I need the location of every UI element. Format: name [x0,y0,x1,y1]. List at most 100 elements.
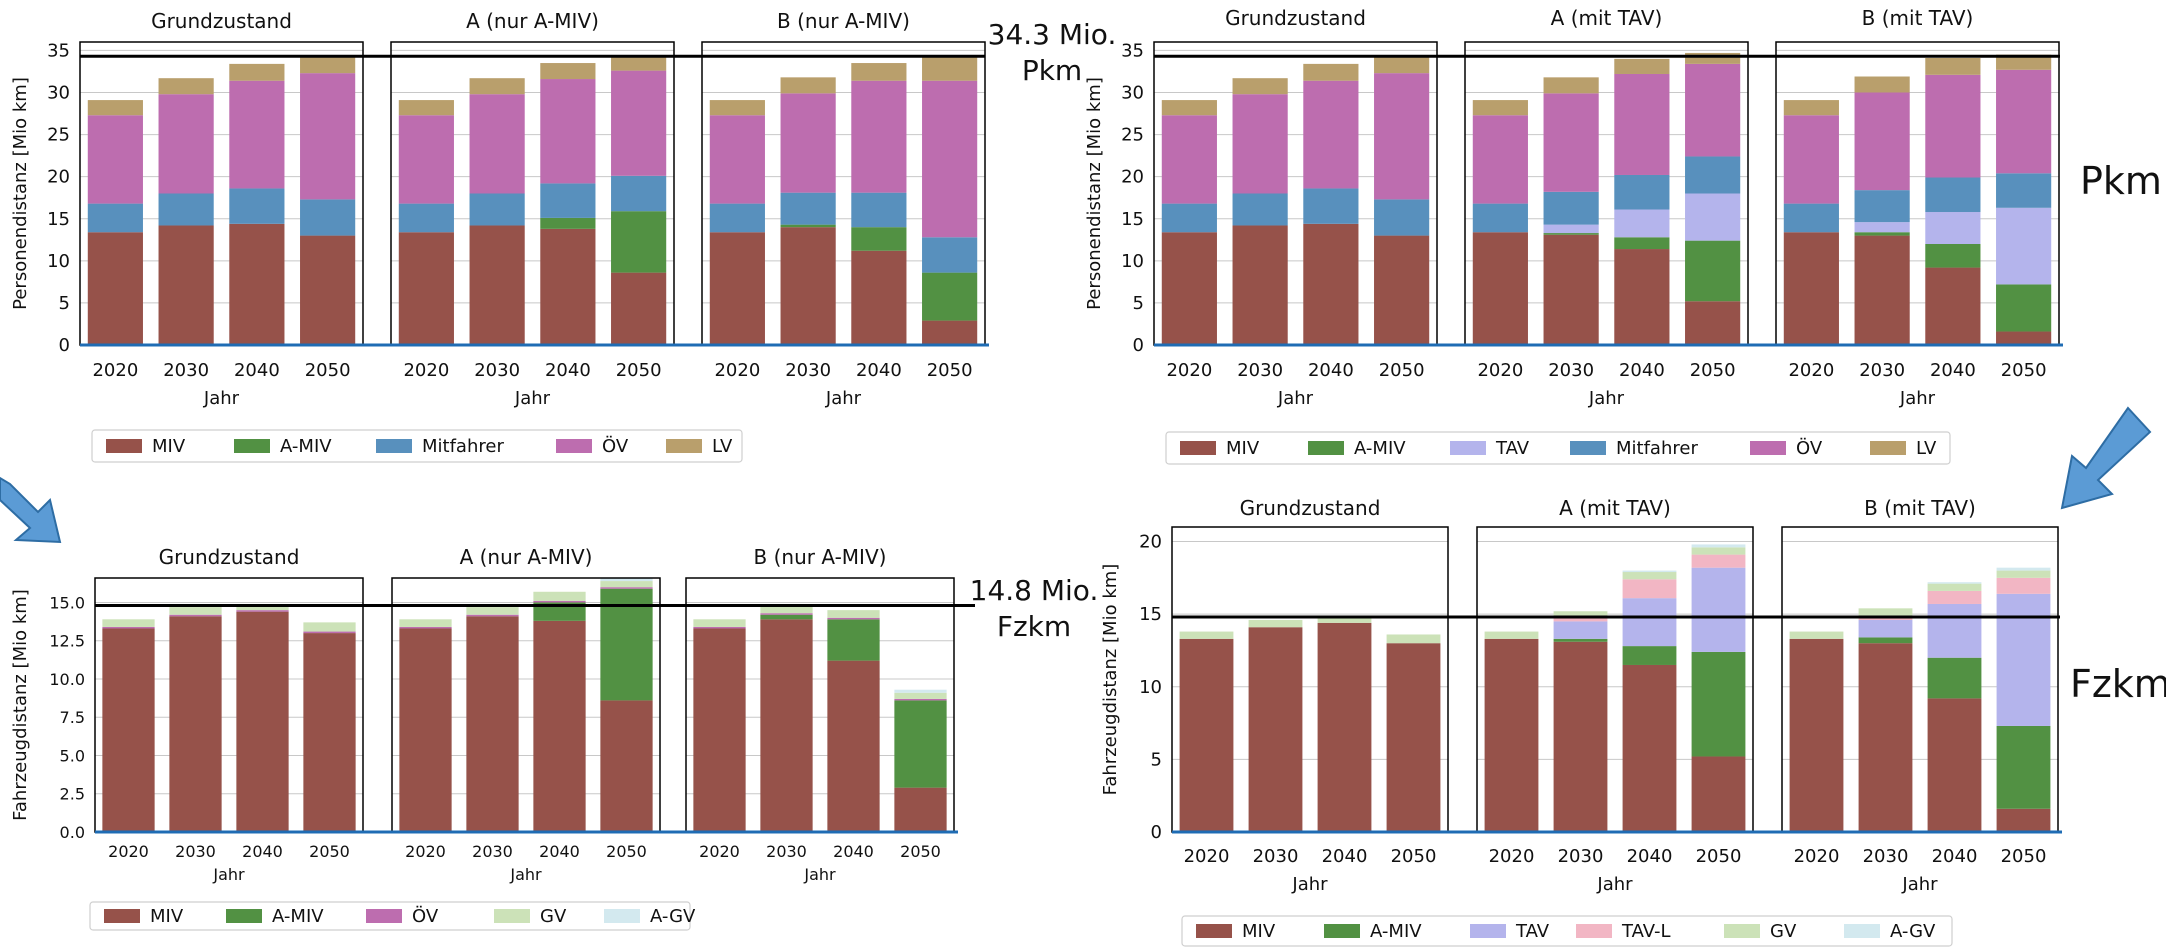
bar-segment [1553,641,1608,832]
bar-segment [1927,698,1982,832]
arrow-down-left-icon [2060,406,2152,510]
bar-segment [1685,193,1741,241]
panel-title: A (mit TAV) [1559,496,1671,520]
x-axis-title: Jahr [1277,388,1314,409]
chart-panel: 2020 2030 2040 2050 B (mit TAV) Jahr [1775,6,2060,409]
bar-segment [1685,63,1741,157]
legend-label: LV [1916,438,1937,459]
x-tick-label: 2050 [309,842,350,861]
bar-segment [1232,193,1288,226]
bar-segment [158,78,214,95]
x-axis-title: Jahr [1291,874,1328,895]
bar-segment [611,55,667,71]
bar-segment [851,80,907,193]
legend-label: TAV-L [1621,921,1671,942]
pkm-reference-label-line2: Pkm [1022,54,1082,87]
y-axis-title: Personendistanz [Mio km] [1084,77,1105,310]
y-tick-label: 0 [59,335,70,356]
bar-segment [1783,232,1839,345]
legend-swatch [106,439,142,453]
x-tick-label: 2030 [1548,360,1594,381]
legend-swatch [556,439,592,453]
legend-label: MIV [1242,921,1276,942]
x-tick-label: 2030 [474,360,520,381]
bar-segment [693,628,746,832]
bar-segment [709,100,765,116]
legend: MIV A-MIV TAV Mitfahrer ÖV LV [1165,431,1951,465]
x-axis-title: Jahr [212,865,245,884]
bar-segment [1374,56,1430,74]
bar-segment [102,619,155,627]
bar-segment [1854,232,1910,236]
bar-segment [466,616,519,832]
x-tick-label: 2020 [403,360,449,381]
legend-frame [1165,431,1951,465]
chart-panel: 2020 2030 2040 2050 Grundzustand Jahr [79,9,364,409]
bar-segment [1553,618,1608,622]
bar-segment [894,700,947,788]
bar-segment [1161,232,1217,345]
legend-swatch [366,909,402,923]
bar-segment [303,631,356,634]
bar-segment [600,581,653,588]
legend-label: GV [540,906,567,927]
bar-segment [827,660,880,832]
bar-segment [1996,570,2051,578]
panel-title: Grundzustand [151,9,292,33]
x-tick-label: 2040 [1932,846,1978,867]
panel-title: A (mit TAV) [1551,6,1663,30]
x-axis-title: Jahr [1596,874,1633,895]
bar-segment [229,223,285,345]
bar-segment [1691,651,1746,757]
bar-segment [1614,174,1670,210]
y-tick-label: 25 [47,125,70,146]
bar-segment [540,79,596,184]
y-tick-label: 5.0 [60,746,85,765]
bar-segment [1553,611,1608,619]
legend-swatch [1308,441,1344,455]
bar-segment [540,217,596,229]
x-tick-label: 2030 [1253,846,1299,867]
y-tick-label: 15 [1139,604,1162,625]
bar-segment [1543,224,1599,234]
bar-segment [780,224,836,228]
bar-segment [466,607,519,615]
bar-segment [1303,223,1359,345]
legend-label: ÖV [1796,437,1823,459]
legend-swatch [226,909,262,923]
x-tick-label: 2030 [1237,360,1283,381]
legend-label: ÖV [412,905,439,927]
y-tick-label: 35 [1121,40,1144,61]
bar-segment [1622,598,1677,647]
x-tick-label: 2030 [1859,360,1905,381]
x-tick-label: 2050 [1391,846,1437,867]
bar-segment [894,692,947,699]
x-axis-title: Jahr [203,388,240,409]
x-tick-label: 2030 [766,842,807,861]
y-tick-label: 7.5 [60,708,85,727]
bar-segment [229,63,285,81]
bar-segment [1854,76,1910,93]
bar-segment [1854,190,1910,223]
legend-swatch [1870,441,1906,455]
bar-segment [1386,643,1441,832]
x-tick-label: 2050 [305,360,351,381]
bar-segment [922,80,978,238]
bar-segment [169,607,222,615]
bar-segment [87,232,143,345]
bar-segment [236,610,289,612]
bar-segment [851,192,907,228]
x-tick-label: 2020 [1184,846,1230,867]
chart-group: Personendistanz [Mio km] 0 5 10 15 20 25 30 35 20… [10,9,989,463]
bar-segment [1783,203,1839,233]
bar-segment [169,616,222,832]
bar-segment [600,587,653,589]
legend-label: MIV [152,436,186,457]
x-tick-label: 2030 [785,360,831,381]
legend-swatch [1576,924,1612,938]
bar-segment [1614,73,1670,175]
bar-segment [1622,570,1677,573]
bar-segment [1614,209,1670,238]
panel-title: Grundzustand [1240,496,1381,520]
bar-segment [1925,212,1981,244]
